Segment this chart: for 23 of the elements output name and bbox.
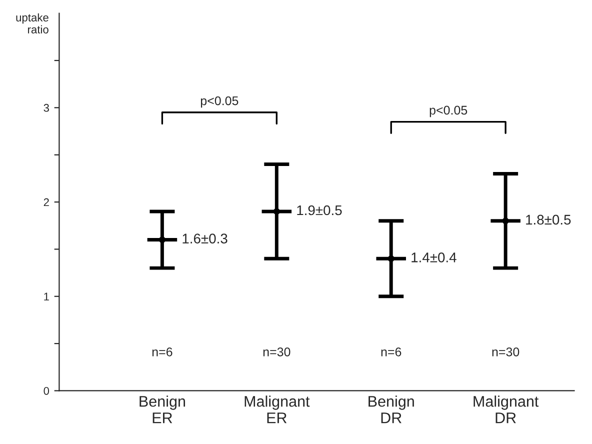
annotation: n=30: [492, 347, 520, 356]
x-tick-label: Benign ER: [140, 396, 186, 424]
annotation: n=6: [152, 347, 172, 356]
x-tick-label: Malignant DR: [474, 396, 539, 424]
annotation: p<0.05: [430, 106, 468, 118]
annotation: n=30: [263, 347, 290, 356]
annotation: p<0.05: [200, 96, 238, 108]
point: [502, 218, 509, 224]
annotation: n=6: [381, 347, 402, 356]
x-tick-label: Malignant ER: [244, 396, 310, 424]
y-tick-label: 3: [44, 104, 49, 112]
point: [158, 236, 166, 244]
x-tick-label: Benign DR: [368, 396, 414, 424]
point: [273, 208, 280, 215]
y-tick-label: 2: [44, 198, 49, 206]
data-label: 1.4±0.4: [412, 252, 456, 262]
data-label: 1.9±0.5: [297, 205, 342, 216]
point: [388, 255, 394, 262]
y-axis-title: uptake ratio: [16, 13, 48, 34]
data-label: 1.6±0.3: [182, 234, 228, 244]
y-tick-label: 0: [44, 386, 50, 395]
y-tick-label: 1: [44, 292, 49, 300]
data-label: 1.8±0.5: [526, 214, 571, 225]
